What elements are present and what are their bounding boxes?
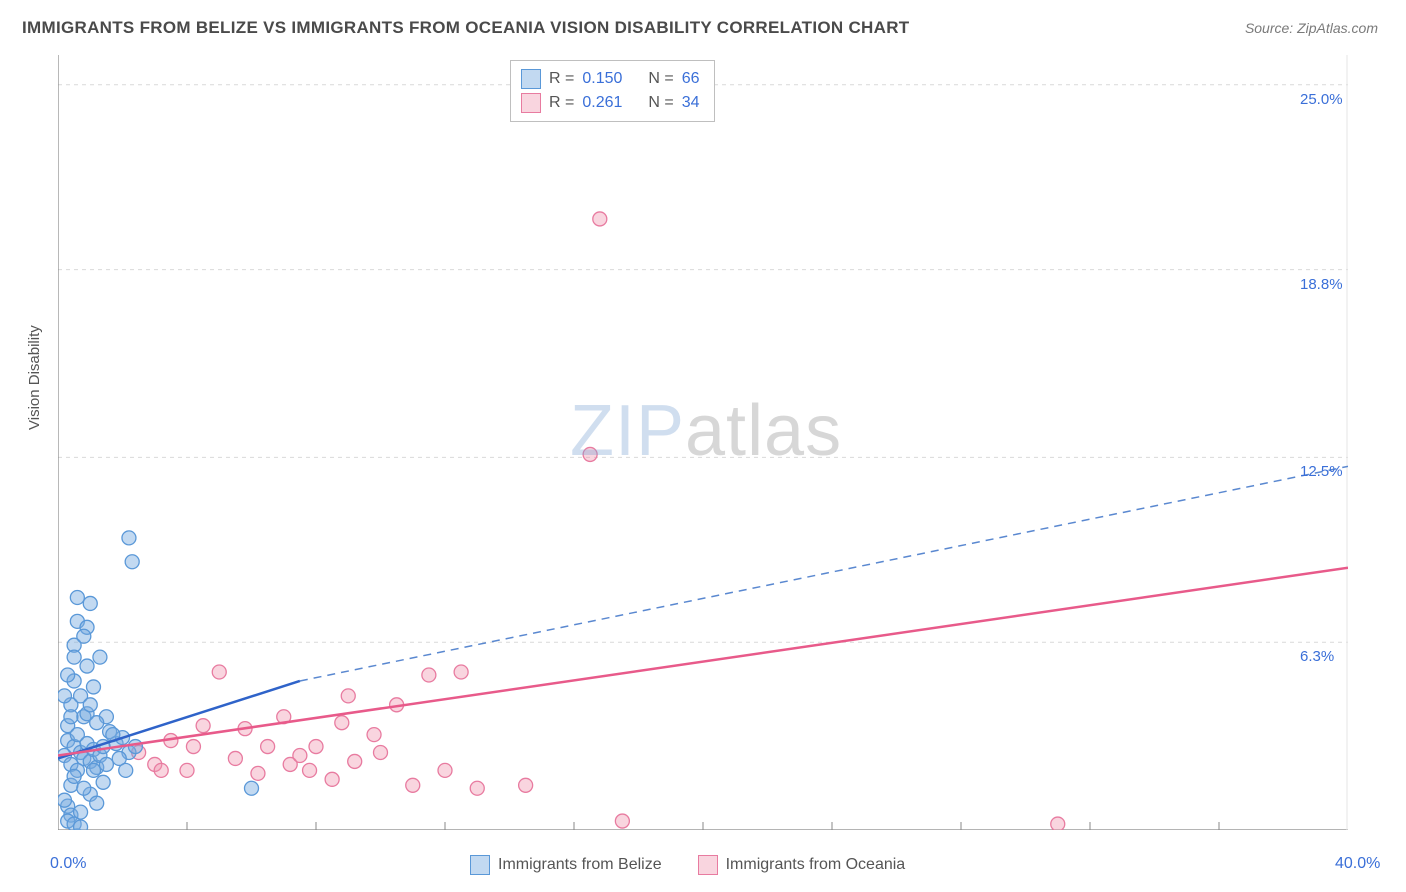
source-label: Source: <box>1245 20 1293 36</box>
scatter-plot-svg <box>58 55 1348 830</box>
legend-swatch <box>698 855 718 875</box>
x-axis-max-label: 40.0% <box>1335 855 1380 873</box>
stats-legend-row: R = 0.261 N = 34 <box>521 91 700 115</box>
r-value: 0.261 <box>582 91 622 115</box>
legend-swatch <box>521 93 541 113</box>
r-label: R = <box>549 67 574 91</box>
n-value: 66 <box>682 67 700 91</box>
legend-item: Immigrants from Belize <box>470 855 662 875</box>
series-legend: Immigrants from Belize Immigrants from Oc… <box>470 855 905 875</box>
y-tick-label: 25.0% <box>1300 91 1343 108</box>
x-axis-min-label: 0.0% <box>50 855 86 873</box>
legend-label: Immigrants from Oceania <box>726 856 906 874</box>
n-value: 34 <box>682 91 700 115</box>
r-label: R = <box>549 91 574 115</box>
source-attribution: Source: ZipAtlas.com <box>1245 20 1378 36</box>
chart-title: IMMIGRANTS FROM BELIZE VS IMMIGRANTS FRO… <box>22 18 909 38</box>
y-tick-label: 12.5% <box>1300 463 1343 480</box>
n-label: N = <box>648 67 673 91</box>
legend-item: Immigrants from Oceania <box>698 855 906 875</box>
stats-legend-box: R = 0.150 N = 66 R = 0.261 N = 34 <box>510 60 715 122</box>
legend-label: Immigrants from Belize <box>498 856 662 874</box>
r-value: 0.150 <box>582 67 622 91</box>
source-value: ZipAtlas.com <box>1297 20 1378 36</box>
y-tick-label: 6.3% <box>1300 648 1334 665</box>
chart-plot-area <box>58 55 1348 830</box>
legend-swatch <box>521 69 541 89</box>
y-tick-label: 18.8% <box>1300 276 1343 293</box>
stats-legend-row: R = 0.150 N = 66 <box>521 67 700 91</box>
legend-swatch <box>470 855 490 875</box>
y-axis-label: Vision Disability <box>26 325 43 430</box>
n-label: N = <box>648 91 673 115</box>
